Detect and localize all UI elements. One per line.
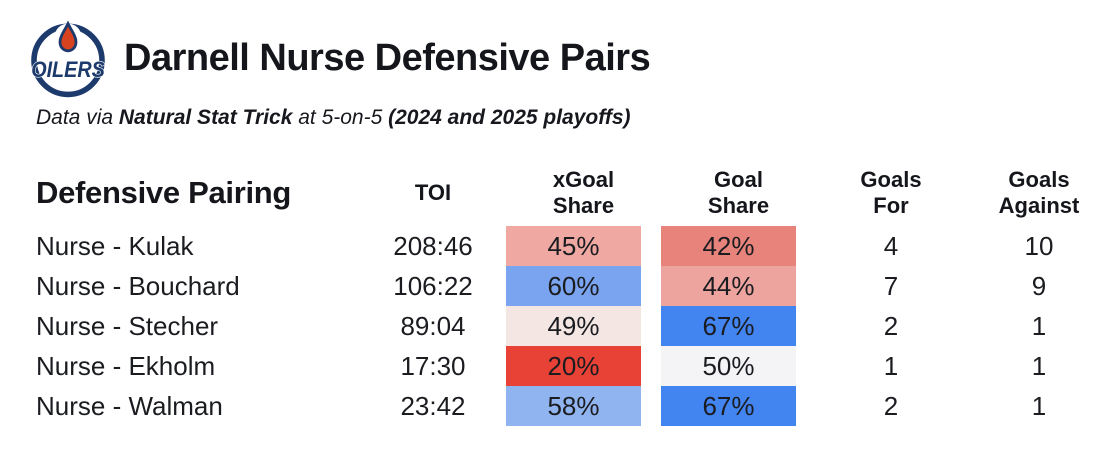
column-header-label: xGoal Share bbox=[552, 166, 615, 218]
oilers-wordmark: OILERS bbox=[31, 57, 105, 82]
toi-value: 89:04 bbox=[400, 310, 466, 341]
goal-share-cell: 50% bbox=[661, 346, 796, 386]
subtitle-middle: at 5-on-5 bbox=[292, 106, 389, 129]
column-header-pairing: Defensive Pairing bbox=[36, 164, 360, 226]
goal-share-cell: 42% bbox=[661, 226, 796, 266]
subtitle-source: Natural Stat Trick bbox=[118, 106, 293, 129]
toi-value: 106:22 bbox=[393, 270, 473, 301]
goals-for-value: 2 bbox=[883, 310, 899, 341]
toi-value: 208:46 bbox=[393, 230, 473, 261]
oilers-logo-icon: OILERS bbox=[28, 18, 108, 98]
xgoal-share-cell: 60% bbox=[506, 266, 641, 306]
pairing-name: Nurse - Stecher bbox=[36, 310, 219, 341]
column-header-goals-for: Goals For bbox=[816, 164, 966, 226]
subtitle-emphasis: (2024 and 2025 playoffs) bbox=[388, 106, 631, 129]
goals-against-value: 1 bbox=[1031, 310, 1047, 341]
page-title: Darnell Nurse Defensive Pairs bbox=[124, 36, 651, 79]
column-header-label: Defensive Pairing bbox=[36, 175, 292, 211]
xgoal-share-cell: 45% bbox=[506, 226, 641, 266]
column-header-label: Goals For bbox=[860, 166, 922, 218]
column-header-xgoal-share: xGoal Share bbox=[506, 164, 661, 226]
column-header-label: TOI bbox=[414, 179, 452, 205]
goal-share-cell: 44% bbox=[661, 266, 796, 306]
column-header-toi: TOI bbox=[360, 164, 506, 226]
goals-for-value: 1 bbox=[883, 350, 899, 381]
goals-against-value: 1 bbox=[1031, 350, 1047, 381]
goals-for-value: 2 bbox=[883, 390, 899, 421]
pairing-name: Nurse - Kulak bbox=[36, 230, 194, 261]
goal-share-cell: 67% bbox=[661, 386, 796, 426]
pairing-name: Nurse - Ekholm bbox=[36, 350, 216, 381]
goals-for-value: 4 bbox=[883, 230, 899, 261]
goals-against-value: 10 bbox=[1024, 230, 1054, 261]
data-source-note: Data via Natural Stat Trick at 5-on-5 (2… bbox=[0, 106, 1116, 130]
goal-share-cell: 67% bbox=[661, 306, 796, 346]
xgoal-share-cell: 58% bbox=[506, 386, 641, 426]
goals-for-value: 7 bbox=[883, 270, 899, 301]
xgoal-share-cell: 49% bbox=[506, 306, 641, 346]
column-header-goal-share: Goal Share bbox=[661, 164, 816, 226]
defensive-pairs-table: Defensive Pairing TOI xGoal Share Goal S… bbox=[36, 164, 1116, 426]
pairing-name: Nurse - Walman bbox=[36, 390, 223, 421]
goals-against-value: 9 bbox=[1031, 270, 1047, 301]
column-header-label: Goal Share bbox=[707, 166, 770, 218]
infographic-page: OILERS Darnell Nurse Defensive Pairs Dat… bbox=[0, 16, 1116, 426]
pairing-name: Nurse - Bouchard bbox=[36, 270, 240, 301]
masthead: OILERS Darnell Nurse Defensive Pairs bbox=[0, 16, 1116, 100]
column-header-label: Goals Against bbox=[998, 166, 1080, 218]
xgoal-share-cell: 20% bbox=[506, 346, 641, 386]
goals-against-value: 1 bbox=[1031, 390, 1047, 421]
toi-value: 23:42 bbox=[400, 390, 466, 421]
toi-value: 17:30 bbox=[400, 350, 466, 381]
column-header-goals-against: Goals Against bbox=[966, 164, 1112, 226]
subtitle-prefix: Data via bbox=[36, 106, 119, 129]
